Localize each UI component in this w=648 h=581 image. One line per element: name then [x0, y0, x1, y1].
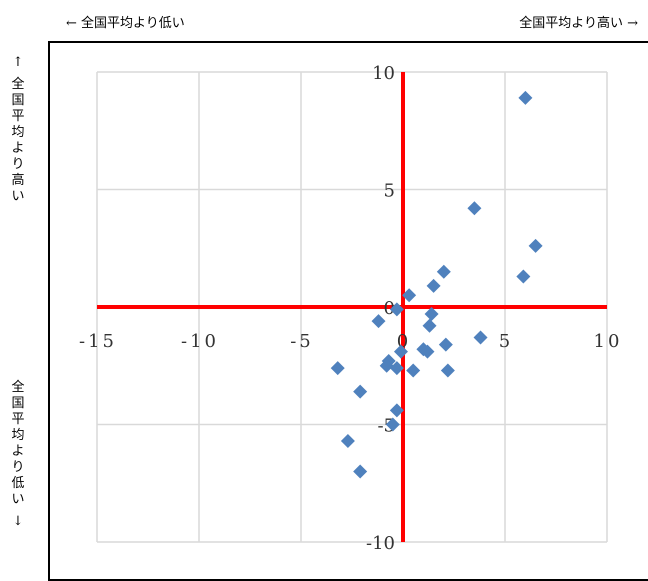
- side-label-top: ↑ 全国平均より高い: [10, 55, 26, 205]
- data-point: [389, 302, 404, 317]
- data-point: [389, 403, 404, 418]
- data-point: [422, 318, 437, 333]
- header-right-label: 全国平均より高い →: [519, 16, 638, 31]
- data-point: [420, 344, 435, 359]
- down-arrow-icon: ↓: [12, 514, 24, 529]
- data-point: [393, 344, 408, 359]
- side-label-bottom: 全国平均より低い ↓: [10, 380, 26, 530]
- side-label-bottom-text: 全国平均より低い: [11, 380, 25, 507]
- data-point: [528, 238, 543, 253]
- header-left-label: ← 全国平均より低い: [66, 16, 185, 31]
- x-tick-label: -10: [181, 331, 219, 352]
- data-point: [402, 288, 417, 303]
- x-tick-label: 10: [594, 331, 623, 352]
- reference-lines: [97, 72, 607, 542]
- data-point: [353, 464, 368, 479]
- data-points: [330, 90, 543, 479]
- y-tick-label: 10: [372, 63, 395, 84]
- x-tick-label: -5: [290, 331, 314, 352]
- y-tick-label: -10: [366, 533, 395, 554]
- x-tick-label: 5: [499, 331, 513, 352]
- data-point: [353, 384, 368, 399]
- data-point: [330, 361, 345, 376]
- x-tick-label: 0: [397, 331, 411, 352]
- data-point: [436, 264, 451, 279]
- y-tick-label: 5: [384, 181, 395, 202]
- up-arrow-icon: ↑: [12, 55, 24, 70]
- data-point: [424, 307, 439, 322]
- data-point: [516, 269, 531, 284]
- data-point: [406, 363, 421, 378]
- data-point: [389, 361, 404, 376]
- data-point: [371, 314, 386, 329]
- side-label-top-text: 全国平均より高い: [11, 77, 25, 204]
- data-point: [426, 278, 441, 293]
- data-point: [385, 417, 400, 432]
- x-tick-label: -15: [79, 331, 117, 352]
- data-point: [438, 337, 453, 352]
- data-point: [379, 358, 394, 373]
- data-point: [518, 90, 533, 105]
- data-point: [473, 330, 488, 345]
- data-point: [467, 201, 482, 216]
- data-point: [440, 363, 455, 378]
- data-point: [340, 433, 355, 448]
- y-tick-label: 0: [384, 298, 395, 319]
